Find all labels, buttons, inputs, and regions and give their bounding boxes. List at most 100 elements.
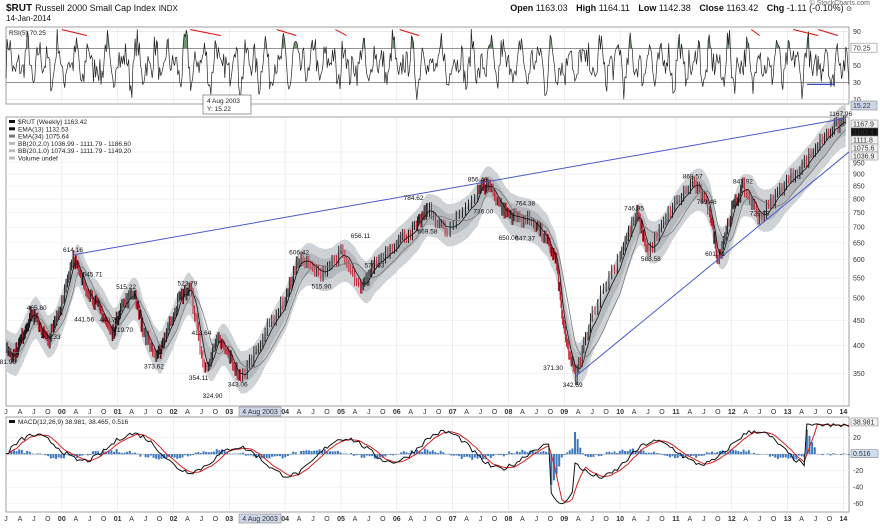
macd-histogram-bar xyxy=(226,451,229,455)
macd-histogram-bar xyxy=(768,454,771,457)
macd-histogram-bar xyxy=(379,454,382,458)
x-axis-label: O xyxy=(548,516,554,523)
x-axis-label: O xyxy=(492,516,498,523)
macd-histogram-bar xyxy=(829,454,832,456)
x-axis-label: O xyxy=(827,409,833,416)
x-axis-label: J xyxy=(646,409,650,416)
macd-histogram-bar xyxy=(729,449,732,455)
macd-histogram-bar xyxy=(792,454,795,461)
macd-histogram-bar xyxy=(389,454,392,456)
x-axis-label: 09 xyxy=(560,409,568,416)
macd-histogram-bar xyxy=(368,454,371,457)
macd-histogram-bar xyxy=(563,454,566,456)
macd-histogram-bar xyxy=(120,452,123,455)
macd-histogram-bar xyxy=(663,454,666,456)
macd-histogram-bar xyxy=(107,451,110,455)
macd-histogram-bar xyxy=(658,453,661,455)
x-axis-label: A xyxy=(18,516,23,523)
price-annotation: 371.30 xyxy=(543,365,563,372)
macd-histogram-bar xyxy=(113,451,116,455)
price-annotation: 656.11 xyxy=(351,233,371,240)
x-axis-highlight-box xyxy=(238,513,282,524)
macd-histogram-bar xyxy=(144,454,147,458)
macd-histogram-bar xyxy=(521,449,524,455)
x-axis-label: 09 xyxy=(560,516,568,523)
macd-histogram-bar xyxy=(537,452,540,455)
macd-histogram-bar xyxy=(12,450,15,455)
rsi-overbought-fill xyxy=(708,34,710,49)
macd-histogram-bar xyxy=(584,454,587,457)
rsi-overbought-fill xyxy=(489,44,491,49)
macd-histogram-bar xyxy=(642,450,645,455)
macd-histogram-bar xyxy=(110,450,113,455)
macd-histogram-bar xyxy=(610,452,613,455)
price-annotation: 614.16 xyxy=(63,247,83,254)
x-axis-label: 04 xyxy=(281,516,289,523)
macd-histogram-bar xyxy=(300,451,303,455)
macd-histogram-bar xyxy=(682,454,685,459)
price-legend-entry: EMA(34) 1075.64 xyxy=(18,134,69,141)
price-annotation: 764.38 xyxy=(515,201,535,208)
macd-histogram-bar xyxy=(189,454,192,456)
x-axis-label: O xyxy=(213,409,219,416)
macd-histogram-bar xyxy=(589,454,592,458)
macd-histogram-bar xyxy=(758,454,761,455)
macd-histogram-bar xyxy=(608,451,611,455)
macd-right-tag: 38.981 xyxy=(853,419,875,426)
x-axis-label: A xyxy=(799,409,804,416)
macd-histogram-bar xyxy=(123,452,126,455)
macd-histogram-bar xyxy=(278,454,281,457)
macd-histogram-bar xyxy=(581,453,584,455)
x-axis-label: 12 xyxy=(728,516,736,523)
x-axis-label: O xyxy=(380,516,386,523)
x-axis-label: A xyxy=(576,516,581,523)
macd-histogram-bar xyxy=(695,454,698,458)
lower-trendline xyxy=(575,151,850,377)
macd-histogram-bar xyxy=(747,450,750,455)
macd-histogram-bar xyxy=(271,454,274,457)
rsi-divergence-line xyxy=(750,29,760,37)
macd-histogram-bar xyxy=(547,452,550,455)
price-annotation: 856.48 xyxy=(468,177,488,184)
rsi-line xyxy=(5,28,850,100)
macd-histogram-bar xyxy=(302,450,305,455)
macd-histogram-bar xyxy=(460,454,463,459)
macd-histogram-bar xyxy=(716,452,719,455)
x-axis-label: J xyxy=(814,516,818,523)
macd-histogram-bar xyxy=(178,454,181,459)
macd-histogram-bar xyxy=(750,453,753,455)
macd-histogram-bar xyxy=(492,454,495,457)
macd-histogram-bar xyxy=(476,454,479,459)
price-annotation: 373.62 xyxy=(144,364,164,371)
price-tick-label: 950 xyxy=(853,160,865,167)
x-axis-label: J xyxy=(423,409,427,416)
macd-line xyxy=(5,423,850,505)
rsi-tick-label: 50 xyxy=(853,63,861,70)
macd-histogram-bar xyxy=(803,454,806,458)
chevron-down-icon[interactable]: ⊙ xyxy=(846,6,852,13)
x-axis-label: 05 xyxy=(337,516,345,523)
x-axis-label: J xyxy=(535,516,539,523)
macd-legend-swatch xyxy=(9,420,15,423)
x-axis-label: A xyxy=(129,516,134,523)
x-axis-label: A xyxy=(73,409,78,416)
macd-histogram-bar xyxy=(344,453,347,455)
x-axis-label: O xyxy=(380,409,386,416)
rsi-divergence-line xyxy=(276,29,297,37)
macd-histogram-bar xyxy=(55,454,58,459)
macd-histogram-bar xyxy=(510,452,513,455)
macd-histogram-bar xyxy=(394,454,397,455)
macd-legend: MACD(12,26,9) 38.981, 38.465, 0.516 xyxy=(18,419,129,426)
macd-histogram-bar xyxy=(402,451,405,455)
macd-histogram-bar xyxy=(294,452,297,455)
price-tick-label: 600 xyxy=(853,257,865,264)
rsi-callout-tag-box xyxy=(850,100,878,111)
x-axis-label: 11 xyxy=(672,409,680,416)
x-axis-label: J xyxy=(367,516,371,523)
macd-histogram-bar xyxy=(376,454,379,460)
x-axis-label: O xyxy=(603,409,609,416)
macd-histogram-bar xyxy=(500,454,503,456)
x-axis-label: J xyxy=(758,409,762,416)
macd-histogram-bar xyxy=(157,454,160,460)
